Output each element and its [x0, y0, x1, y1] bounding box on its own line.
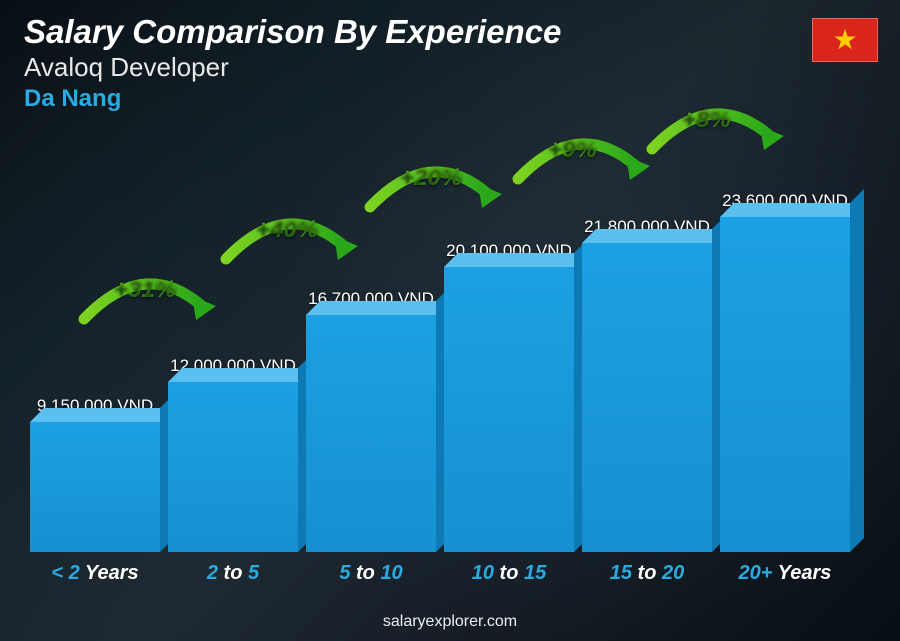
bar-front-face: [30, 422, 160, 552]
bar-front-face: [168, 382, 298, 552]
x-axis-label: 20+ Years: [739, 562, 832, 585]
star-icon: ★: [832, 26, 857, 54]
x-axis-label: < 2 Years: [51, 562, 138, 585]
bar-top-face: [582, 229, 726, 243]
bar-column: 23,600,000 VND20+ Years: [720, 191, 850, 585]
bar-chart: 9,150,000 VND< 2 Years12,000,000 VND2 to…: [30, 105, 850, 585]
x-axis-label: 15 to 20: [610, 562, 685, 585]
bar-top-face: [30, 408, 174, 422]
bar-front-face: [444, 267, 574, 552]
bar: [306, 315, 436, 552]
bar-front-face: [720, 217, 850, 552]
bar-side-face: [850, 189, 864, 552]
bar: [168, 382, 298, 552]
x-axis-label: 10 to 15: [472, 562, 547, 585]
bar-column: 21,800,000 VND15 to 20: [582, 217, 712, 585]
bar-column: 16,700,000 VND5 to 10: [306, 289, 436, 585]
bar-top-face: [444, 253, 588, 267]
bar-top-face: [720, 203, 864, 217]
bar: [444, 267, 574, 552]
page-title: Salary Comparison By Experience: [24, 14, 876, 50]
x-axis-label: 5 to 10: [339, 562, 402, 585]
bar-column: 9,150,000 VND< 2 Years: [30, 396, 160, 585]
bar-top-face: [306, 301, 450, 315]
footer-attribution: salaryexplorer.com: [0, 613, 900, 631]
bar-front-face: [582, 243, 712, 552]
bar: [30, 422, 160, 552]
bar: [582, 243, 712, 552]
bar: [720, 217, 850, 552]
chart-container: Salary Comparison By Experience Avaloq D…: [0, 0, 900, 641]
bar-column: 12,000,000 VND2 to 5: [168, 356, 298, 585]
x-axis-label: 2 to 5: [207, 562, 259, 585]
bar-column: 20,100,000 VND10 to 15: [444, 241, 574, 585]
country-flag: ★: [812, 18, 878, 62]
header: Salary Comparison By Experience Avaloq D…: [24, 14, 876, 113]
bar-top-face: [168, 368, 312, 382]
job-title: Avaloq Developer: [24, 52, 876, 83]
bar-front-face: [306, 315, 436, 552]
